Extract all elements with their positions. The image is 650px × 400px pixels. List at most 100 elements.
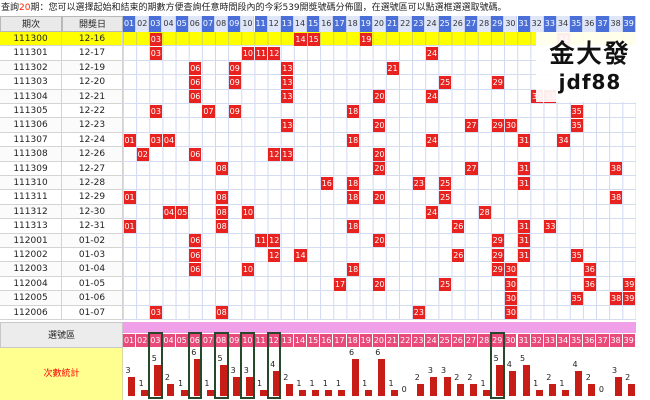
draw-date: 12-17 — [62, 46, 123, 61]
draw-id[interactable]: 112006 — [0, 305, 62, 320]
header-number: 25 — [438, 16, 452, 32]
drawn-number-cell: 20 — [373, 162, 386, 176]
header-number: 11 — [254, 16, 268, 32]
selection-number[interactable]: 26 — [451, 334, 464, 347]
selection-number[interactable]: 06 — [188, 334, 201, 347]
selection-number[interactable]: 05 — [175, 334, 188, 347]
selected-column-highlight[interactable] — [187, 332, 203, 399]
selection-number[interactable]: 10 — [241, 334, 254, 347]
selection-number[interactable]: 31 — [517, 334, 530, 347]
selection-number[interactable]: 02 — [136, 334, 149, 347]
selection-number[interactable]: 01 — [123, 334, 136, 347]
count-bar — [154, 365, 162, 396]
selection-number[interactable]: 15 — [307, 334, 320, 347]
draw-id[interactable]: 111308 — [0, 147, 62, 162]
count-bar — [391, 389, 398, 396]
selection-number[interactable]: 17 — [333, 334, 346, 347]
row-grid — [123, 219, 636, 234]
selection-number[interactable]: 13 — [280, 334, 293, 347]
count-bar — [206, 389, 214, 396]
drawn-number-cell: 38 — [610, 162, 623, 176]
selection-number[interactable]: 25 — [438, 334, 451, 347]
draw-id[interactable]: 111311 — [0, 190, 62, 205]
selection-number[interactable]: 07 — [201, 334, 215, 347]
draw-id[interactable]: 111310 — [0, 176, 62, 191]
draw-id[interactable]: 111303 — [0, 75, 62, 90]
selection-number[interactable]: 36 — [583, 334, 596, 347]
count-label: 3 — [243, 366, 249, 376]
draw-id[interactable]: 111309 — [0, 161, 62, 176]
drawn-number-cell: 24 — [425, 133, 439, 147]
draw-id[interactable]: 112005 — [0, 291, 62, 306]
selection-number[interactable]: 30 — [504, 334, 517, 347]
count-bar — [483, 389, 491, 396]
header-number: 10 — [241, 16, 255, 32]
selected-column-highlight[interactable] — [490, 332, 505, 399]
drawn-number-cell: 08 — [215, 162, 228, 176]
draw-id[interactable]: 111300 — [0, 32, 62, 47]
selection-number[interactable]: 32 — [530, 334, 543, 347]
selected-column-highlight[interactable] — [266, 332, 282, 399]
count-bar — [180, 389, 188, 396]
draw-id[interactable]: 111305 — [0, 104, 62, 119]
draw-id[interactable]: 112004 — [0, 276, 62, 292]
selection-number[interactable]: 33 — [543, 334, 556, 347]
draw-id[interactable]: 112001 — [0, 233, 62, 248]
selection-number[interactable]: 09 — [228, 334, 241, 347]
drawn-number-cell: 24 — [425, 90, 439, 104]
drawn-number-cell: 30 — [504, 306, 517, 320]
draw-id[interactable]: 111302 — [0, 60, 62, 76]
selection-number[interactable]: 20 — [372, 334, 385, 347]
draw-id[interactable]: 112002 — [0, 248, 62, 263]
selected-column-highlight[interactable] — [148, 332, 163, 399]
selection-number[interactable]: 23 — [412, 334, 425, 347]
draw-id[interactable]: 111312 — [0, 204, 62, 220]
selection-number[interactable]: 14 — [293, 334, 307, 347]
drawn-number-cell: 10 — [241, 263, 254, 277]
selection-number[interactable]: 11 — [254, 334, 267, 347]
draw-id[interactable]: 111313 — [0, 219, 62, 234]
selection-number[interactable]: 39 — [622, 334, 635, 347]
selection-number[interactable]: 27 — [464, 334, 478, 347]
drawn-number-cell: 29 — [491, 234, 504, 248]
drawn-number-cell: 13 — [281, 61, 294, 75]
selection-number[interactable]: 12 — [267, 334, 280, 347]
drawn-number-cell: 30 — [504, 119, 517, 133]
selection-number[interactable]: 35 — [570, 334, 583, 347]
row-grid — [123, 104, 636, 119]
selection-number[interactable]: 08 — [215, 334, 228, 347]
header-date-column: 開獎日 — [62, 16, 123, 32]
selection-number[interactable]: 38 — [609, 334, 622, 347]
selected-column-highlight[interactable] — [240, 332, 255, 399]
drawn-number-cell: 31 — [518, 162, 531, 176]
selection-number[interactable]: 16 — [320, 334, 333, 347]
drawn-number-cell: 36 — [583, 263, 596, 277]
selection-number[interactable]: 34 — [556, 334, 570, 347]
selection-number[interactable]: 04 — [162, 334, 175, 347]
selection-number[interactable]: 37 — [596, 334, 609, 347]
selection-number[interactable]: 18 — [346, 334, 359, 347]
draw-id[interactable]: 112003 — [0, 262, 62, 277]
selection-number[interactable]: 29 — [491, 334, 504, 347]
selection-number[interactable]: 03 — [149, 334, 162, 347]
draw-id[interactable]: 111306 — [0, 118, 62, 133]
selection-number[interactable]: 19 — [359, 334, 372, 347]
drawn-number-cell: 39 — [623, 277, 636, 291]
drawn-number-cell: 25 — [439, 75, 452, 89]
drawn-number-cell: 23 — [412, 306, 425, 320]
draw-id[interactable]: 111304 — [0, 89, 62, 104]
draw-id[interactable]: 111301 — [0, 46, 62, 61]
selected-column-highlight[interactable] — [214, 332, 229, 399]
selection-number[interactable]: 24 — [425, 334, 438, 347]
drawn-number-cell: 18 — [347, 219, 360, 233]
draw-date: 12-16 — [62, 32, 123, 47]
draw-date: 12-29 — [62, 190, 123, 205]
selection-number[interactable]: 21 — [386, 334, 399, 347]
draw-date: 12-22 — [62, 104, 123, 119]
query-notice: 查詢20期：您可以選擇起始和結束的期數方便查詢任意時間段內的今彩539開獎號碼分… — [0, 0, 650, 16]
draw-date: 12-24 — [62, 132, 123, 148]
draw-id[interactable]: 111307 — [0, 132, 62, 148]
selection-number[interactable]: 22 — [399, 334, 412, 347]
selection-number[interactable]: 28 — [478, 334, 491, 347]
query-period-count[interactable]: 20 — [19, 3, 31, 13]
